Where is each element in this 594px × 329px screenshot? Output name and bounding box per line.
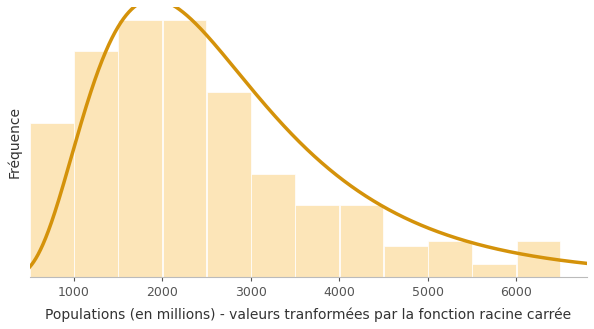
Bar xyxy=(384,246,428,277)
Bar xyxy=(295,205,339,277)
Bar xyxy=(472,264,516,277)
Bar xyxy=(163,20,207,277)
Bar xyxy=(251,174,295,277)
Bar xyxy=(118,20,162,277)
Bar xyxy=(428,241,472,277)
X-axis label: Populations (en millions) - valeurs tranformées par la fonction racine carrée: Populations (en millions) - valeurs tran… xyxy=(45,308,571,322)
Bar xyxy=(340,205,383,277)
Bar xyxy=(74,51,118,277)
Y-axis label: Fréquence: Fréquence xyxy=(7,106,21,178)
Bar xyxy=(207,92,251,277)
Bar xyxy=(517,241,560,277)
Bar xyxy=(30,123,74,277)
